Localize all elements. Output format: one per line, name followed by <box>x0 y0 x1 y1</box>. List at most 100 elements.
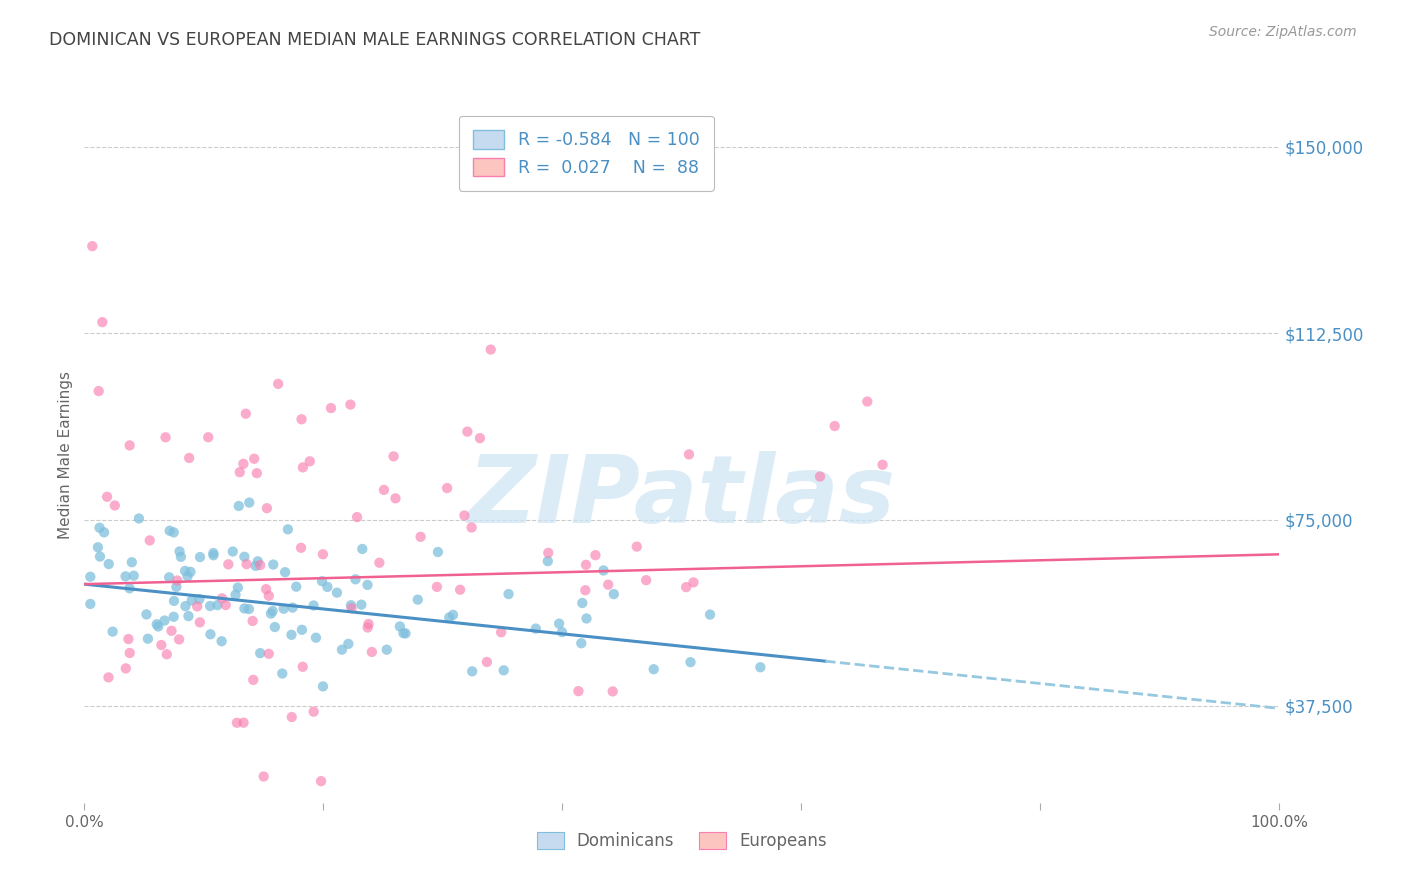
Point <box>281 710 304 724</box>
Point <box>97 670 120 684</box>
Point <box>489 625 512 640</box>
Point <box>468 431 491 445</box>
Point <box>626 540 648 554</box>
Point <box>298 454 321 468</box>
Point <box>246 554 269 568</box>
Point <box>232 715 254 730</box>
Point <box>311 574 333 589</box>
Point <box>461 665 484 679</box>
Point <box>202 548 225 562</box>
Point <box>679 655 702 669</box>
Point <box>643 662 665 676</box>
Point <box>180 593 202 607</box>
Point <box>394 626 416 640</box>
Point <box>392 626 415 640</box>
Point <box>188 549 211 564</box>
Point <box>91 315 114 329</box>
Point <box>93 525 115 540</box>
Point <box>524 622 547 636</box>
Point <box>330 642 353 657</box>
Point <box>169 544 191 558</box>
Point <box>128 511 150 525</box>
Point <box>135 607 157 622</box>
Point <box>824 419 846 434</box>
Point <box>479 343 502 357</box>
Point <box>357 617 380 632</box>
Point <box>260 607 283 621</box>
Point <box>305 631 328 645</box>
Point <box>118 646 141 660</box>
Point <box>598 577 620 591</box>
Point <box>166 574 188 588</box>
Point <box>409 530 432 544</box>
Point <box>384 491 406 506</box>
Point <box>257 647 280 661</box>
Point <box>312 679 335 693</box>
Point <box>856 394 879 409</box>
Point <box>174 599 197 614</box>
Point <box>273 601 295 615</box>
Point <box>215 598 238 612</box>
Point <box>682 575 704 590</box>
Point <box>262 604 284 618</box>
Point <box>574 583 596 598</box>
Point <box>174 564 197 578</box>
Point <box>498 587 520 601</box>
Point <box>675 580 697 594</box>
Point <box>202 546 225 560</box>
Point <box>235 557 257 571</box>
Point <box>439 610 461 624</box>
Point <box>163 594 186 608</box>
Point <box>170 549 193 564</box>
Point <box>290 412 312 426</box>
Point <box>211 634 233 648</box>
Point <box>350 598 373 612</box>
Point <box>97 557 120 571</box>
Point <box>96 490 118 504</box>
Point <box>567 684 589 698</box>
Point <box>246 466 269 480</box>
Point <box>872 458 894 472</box>
Point <box>156 647 179 661</box>
Point <box>571 596 593 610</box>
Point <box>319 401 342 415</box>
Point <box>290 541 312 555</box>
Point <box>198 599 221 613</box>
Point <box>575 611 598 625</box>
Point <box>460 520 482 534</box>
Point <box>257 589 280 603</box>
Point <box>150 638 173 652</box>
Point <box>356 578 378 592</box>
Point <box>267 376 290 391</box>
Point <box>186 599 208 614</box>
Point <box>360 645 382 659</box>
Point <box>382 450 405 464</box>
Point <box>177 609 200 624</box>
Point <box>426 580 449 594</box>
Y-axis label: Median Male Earnings: Median Male Earnings <box>58 371 73 539</box>
Point <box>79 597 101 611</box>
Text: DOMINICAN VS EUROPEAN MEDIAN MALE EARNINGS CORRELATION CHART: DOMINICAN VS EUROPEAN MEDIAN MALE EARNIN… <box>49 31 700 49</box>
Point <box>256 501 278 516</box>
Point <box>537 546 560 560</box>
Point <box>238 602 260 616</box>
Point <box>179 565 201 579</box>
Point <box>167 632 190 647</box>
Point <box>217 558 239 572</box>
Point <box>569 636 592 650</box>
Point <box>222 544 245 558</box>
Point <box>163 609 186 624</box>
Point <box>548 616 571 631</box>
Point <box>179 450 201 465</box>
Point <box>101 624 124 639</box>
Point <box>636 573 658 587</box>
Point <box>262 558 284 572</box>
Point <box>388 619 411 633</box>
Point <box>226 715 249 730</box>
Point <box>200 627 222 641</box>
Point <box>309 774 332 789</box>
Point <box>808 469 831 483</box>
Point <box>253 770 276 784</box>
Point <box>104 499 127 513</box>
Point <box>326 585 349 599</box>
